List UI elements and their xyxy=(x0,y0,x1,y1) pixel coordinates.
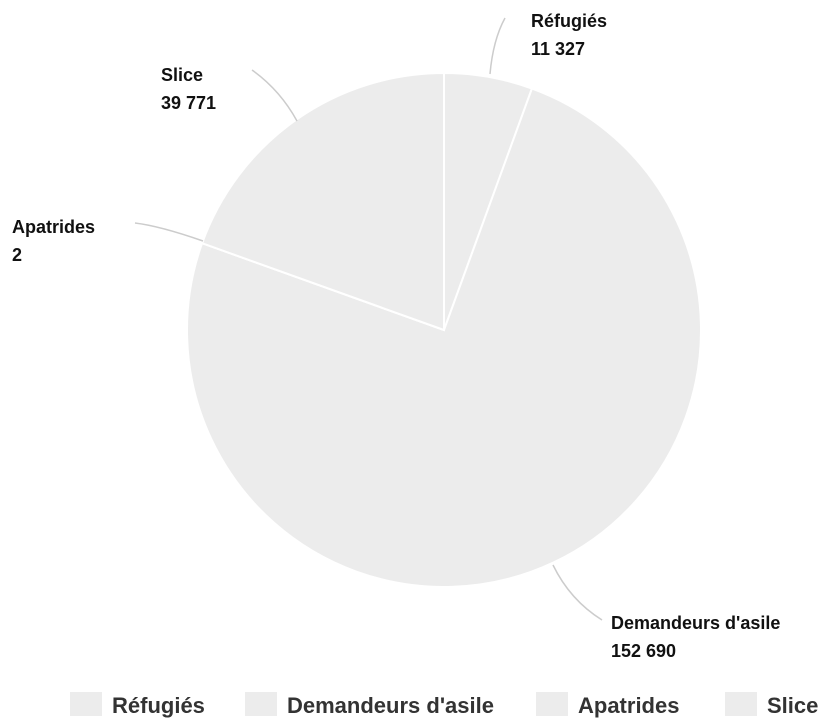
slice-label-slice: Slice xyxy=(161,65,203,85)
legend-swatch-apatrides xyxy=(536,692,568,716)
leader-lines xyxy=(134,17,603,621)
leader-line-refugies xyxy=(489,17,506,75)
slice-value-apatrides: 2 xyxy=(12,245,22,265)
leader-line-demandeurs-d-asile xyxy=(552,564,603,621)
legend-item-demandeurs-d-asile[interactable]: Demandeurs d'asile xyxy=(245,692,494,718)
legend-label-apatrides: Apatrides xyxy=(578,693,679,718)
slice-value-demandeurs-d-asile: 152 690 xyxy=(611,641,676,661)
slice-value-refugies: 11 327 xyxy=(531,39,585,59)
pie-slice-demandeurs-d-asile[interactable] xyxy=(186,87,702,588)
slice-label-refugies: Réfugiés xyxy=(531,11,607,31)
legend-swatch-refugies xyxy=(70,692,102,716)
legend-label-demandeurs-d-asile: Demandeurs d'asile xyxy=(287,693,494,718)
slice-value-slice: 39 771 xyxy=(161,93,216,113)
legend-label-slice: Slice xyxy=(767,693,818,718)
slice-label-apatrides: Apatrides xyxy=(12,217,95,237)
legend-label-refugies: Réfugiés xyxy=(112,693,205,718)
legend-swatch-demandeurs-d-asile xyxy=(245,692,277,716)
legend-swatch-slice xyxy=(725,692,757,716)
legend-item-refugies[interactable]: Réfugiés xyxy=(70,692,205,718)
legend-item-apatrides[interactable]: Apatrides xyxy=(536,692,679,718)
legend: Réfugiés Demandeurs d'asile Apatrides Slice xyxy=(70,692,818,718)
legend-item-slice[interactable]: Slice xyxy=(725,692,818,718)
slice-labels: Réfugiés 11 327 Demandeurs d'asile 152 690 A… xyxy=(12,11,780,661)
slice-label-demandeurs-d-asile: Demandeurs d'asile xyxy=(611,613,780,633)
leader-line-slice xyxy=(251,69,298,122)
pie-slices xyxy=(186,71,702,588)
leader-line-apatrides xyxy=(134,222,204,242)
